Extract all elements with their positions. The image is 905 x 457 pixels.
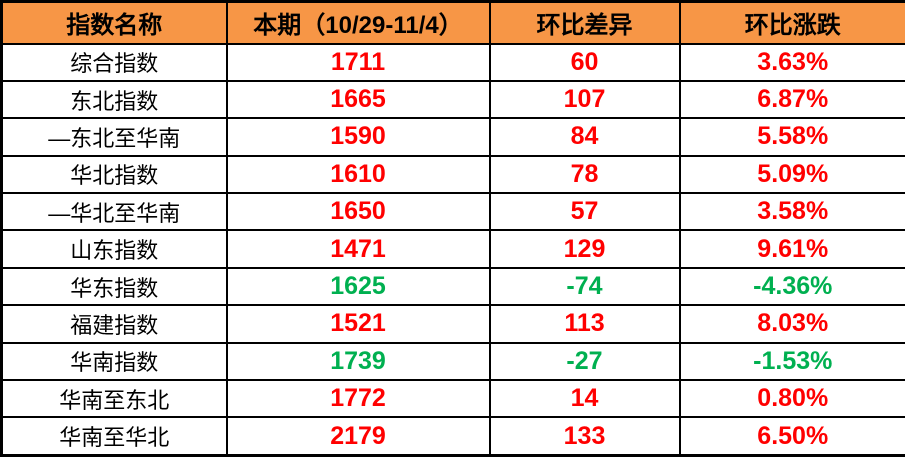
table-row: 福建指数 1521 113 8.03% (0, 304, 905, 344)
diff-value-cell: -74 (488, 266, 681, 307)
pct-change-cell: 3.63% (678, 42, 905, 82)
table-row: 综合指数 1711 60 3.63% (0, 42, 905, 82)
pct-change-cell: 5.09% (678, 154, 905, 195)
current-value-cell: 1711 (225, 42, 491, 82)
index-name-cell: 华南至东北 (0, 379, 228, 419)
diff-value-cell: 84 (488, 117, 681, 157)
diff-value-cell: 60 (488, 42, 681, 82)
diff-value-cell: 133 (488, 416, 681, 457)
diff-value-cell: 57 (488, 192, 681, 232)
pct-change-cell: 9.61% (678, 229, 905, 269)
pct-change-cell: 0.80% (678, 379, 905, 419)
current-value-cell: 1590 (225, 117, 491, 157)
table-row: —华北至华南 1650 57 3.58% (0, 192, 905, 232)
column-header-index-name: 指数名称 (0, 0, 228, 45)
table-row: 华北指数 1610 78 5.09% (0, 154, 905, 195)
pct-change-cell: -4.36% (678, 266, 905, 307)
table-row: 华南指数 1739 -27 -1.53% (0, 341, 905, 382)
pct-change-cell: 5.58% (678, 117, 905, 157)
table-row: 华东指数 1625 -74 -4.36% (0, 266, 905, 307)
current-value-cell: 1625 (225, 266, 491, 307)
current-value-cell: 2179 (225, 416, 491, 457)
index-name-cell: 山东指数 (0, 229, 228, 269)
index-name-cell: —华北至华南 (0, 192, 228, 232)
current-value-cell: 1772 (225, 379, 491, 419)
current-value-cell: 1650 (225, 192, 491, 232)
diff-value-cell: 129 (488, 229, 681, 269)
table-row: 东北指数 1665 107 6.87% (0, 79, 905, 120)
index-name-cell: 福建指数 (0, 304, 228, 344)
index-name-cell: —东北至华南 (0, 117, 228, 157)
pct-change-cell: -1.53% (678, 341, 905, 382)
index-name-cell: 华南指数 (0, 341, 228, 382)
pct-change-cell: 3.58% (678, 192, 905, 232)
diff-value-cell: -27 (488, 341, 681, 382)
index-name-cell: 华北指数 (0, 154, 228, 195)
index-name-cell: 综合指数 (0, 42, 228, 82)
diff-value-cell: 107 (488, 79, 681, 120)
pct-change-cell: 6.50% (678, 416, 905, 457)
table-header: 指数名称 本期（10/29-11/4） 环比差异 环比涨跌 (0, 0, 905, 45)
current-value-cell: 1471 (225, 229, 491, 269)
header-row: 指数名称 本期（10/29-11/4） 环比差异 环比涨跌 (0, 0, 905, 45)
current-value-cell: 1739 (225, 341, 491, 382)
column-header-chain-diff: 环比差异 (488, 0, 681, 45)
table-body: 综合指数 1711 60 3.63% 东北指数 1665 107 6.87% —东北至华南 159… (0, 42, 905, 457)
index-name-cell: 华南至华北 (0, 416, 228, 457)
current-value-cell: 1521 (225, 304, 491, 344)
table-row: —东北至华南 1590 84 5.58% (0, 117, 905, 157)
table-row: 华南至华北 2179 133 6.50% (0, 416, 905, 457)
index-name-cell: 东北指数 (0, 79, 228, 120)
pct-change-cell: 8.03% (678, 304, 905, 344)
table-row: 山东指数 1471 129 9.61% (0, 229, 905, 269)
current-value-cell: 1610 (225, 154, 491, 195)
column-header-chain-change: 环比涨跌 (678, 0, 905, 45)
diff-value-cell: 14 (488, 379, 681, 419)
diff-value-cell: 78 (488, 154, 681, 195)
pct-change-cell: 6.87% (678, 79, 905, 120)
index-name-cell: 华东指数 (0, 266, 228, 307)
current-value-cell: 1665 (225, 79, 491, 120)
diff-value-cell: 113 (488, 304, 681, 344)
column-header-current-period: 本期（10/29-11/4） (225, 0, 491, 45)
table-row: 华南至东北 1772 14 0.80% (0, 379, 905, 419)
